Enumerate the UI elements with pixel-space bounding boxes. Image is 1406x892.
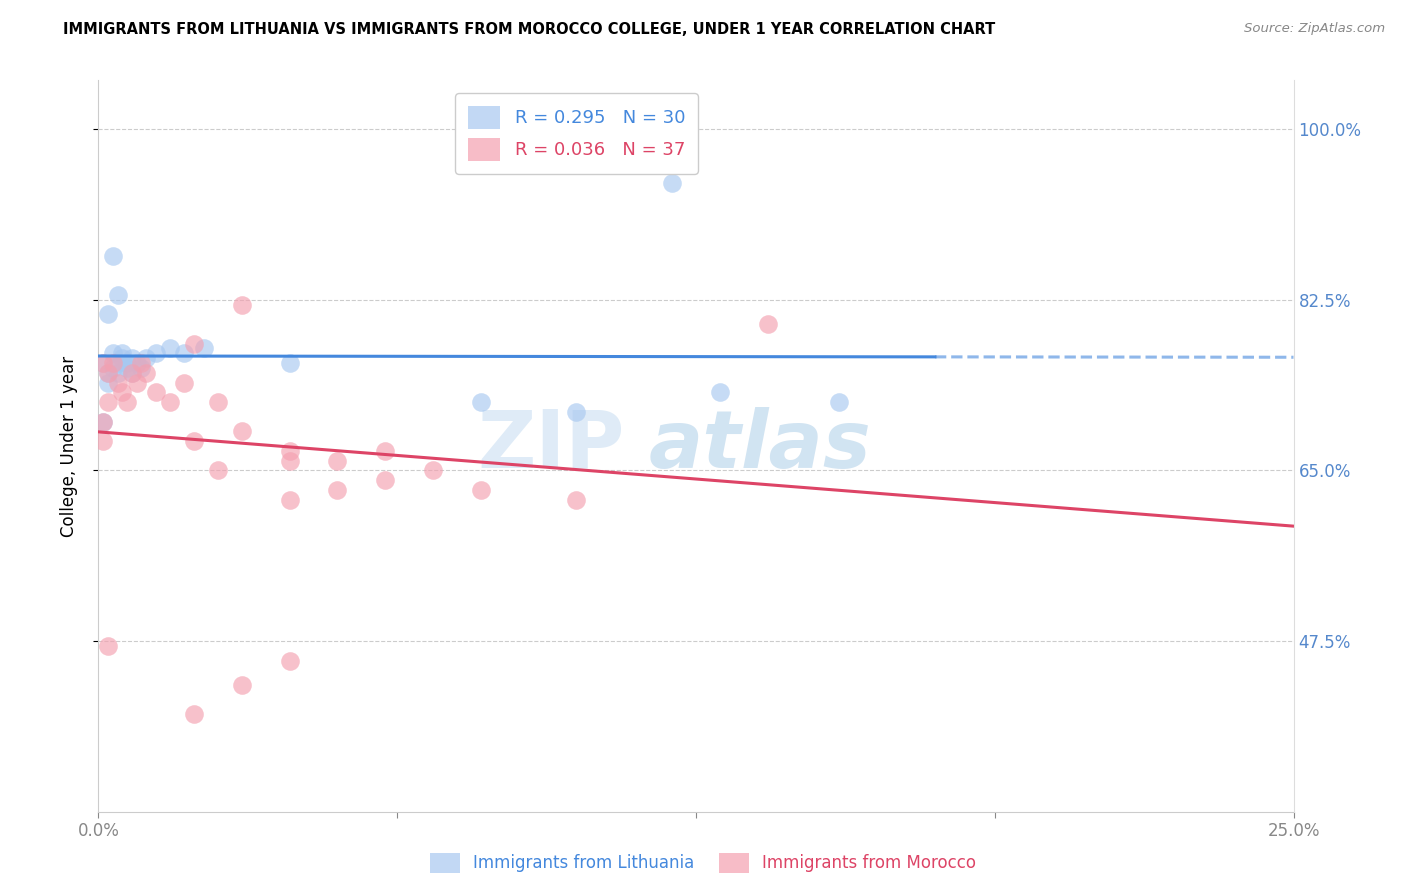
Point [374, 443, 396, 458]
Point [661, 176, 683, 190]
Point [101, 361, 124, 376]
Point [709, 385, 731, 400]
Point [470, 395, 492, 409]
Point [231, 425, 253, 439]
Legend: Immigrants from Lithuania, Immigrants from Morocco: Immigrants from Lithuania, Immigrants fr… [423, 847, 983, 880]
Text: ZIP: ZIP [477, 407, 624, 485]
Point [183, 434, 205, 449]
Point [173, 346, 195, 360]
Point [111, 351, 134, 366]
Point [145, 385, 167, 400]
Point [115, 356, 138, 370]
Point [231, 297, 253, 311]
Point [173, 376, 195, 390]
Point [121, 366, 143, 380]
Point [145, 346, 167, 360]
Point [107, 288, 129, 302]
Point [135, 351, 157, 366]
Point [121, 351, 143, 366]
Point [131, 356, 153, 370]
Point [101, 346, 124, 360]
Point [101, 356, 124, 370]
Point [756, 317, 779, 331]
Point [97, 395, 120, 409]
Point [107, 366, 129, 380]
Point [97, 376, 120, 390]
Point [326, 483, 349, 497]
Point [278, 443, 301, 458]
Point [326, 453, 349, 467]
Point [470, 483, 492, 497]
Point [135, 366, 157, 380]
Point [374, 473, 396, 487]
Point [231, 678, 253, 692]
Text: IMMIGRANTS FROM LITHUANIA VS IMMIGRANTS FROM MOROCCO COLLEGE, UNDER 1 YEAR CORRE: IMMIGRANTS FROM LITHUANIA VS IMMIGRANTS … [63, 22, 995, 37]
Point [207, 395, 229, 409]
Point [111, 385, 134, 400]
Point [101, 249, 124, 263]
Point [91, 434, 114, 449]
Point [131, 361, 153, 376]
Point [125, 376, 148, 390]
Point [107, 356, 129, 370]
Text: atlas: atlas [648, 407, 870, 485]
Point [278, 492, 301, 507]
Point [183, 336, 205, 351]
Point [159, 395, 181, 409]
Point [107, 376, 129, 390]
Point [97, 366, 120, 380]
Point [111, 346, 134, 360]
Point [97, 307, 120, 321]
Point [97, 366, 120, 380]
Point [125, 356, 148, 370]
Point [115, 361, 138, 376]
Point [207, 463, 229, 477]
Point [278, 453, 301, 467]
Point [91, 356, 114, 370]
Point [422, 463, 444, 477]
Point [121, 366, 143, 380]
Point [193, 342, 215, 356]
Point [183, 707, 205, 722]
Point [91, 415, 114, 429]
Point [91, 415, 114, 429]
Y-axis label: College, Under 1 year: College, Under 1 year [59, 355, 77, 537]
Point [159, 342, 181, 356]
Point [565, 492, 588, 507]
Point [278, 356, 301, 370]
Legend: R = 0.295   N = 30, R = 0.036   N = 37: R = 0.295 N = 30, R = 0.036 N = 37 [456, 93, 697, 174]
Point [828, 395, 851, 409]
Point [115, 395, 138, 409]
Text: Source: ZipAtlas.com: Source: ZipAtlas.com [1244, 22, 1385, 36]
Point [97, 639, 120, 653]
Point [565, 405, 588, 419]
Point [91, 356, 114, 370]
Point [278, 654, 301, 668]
